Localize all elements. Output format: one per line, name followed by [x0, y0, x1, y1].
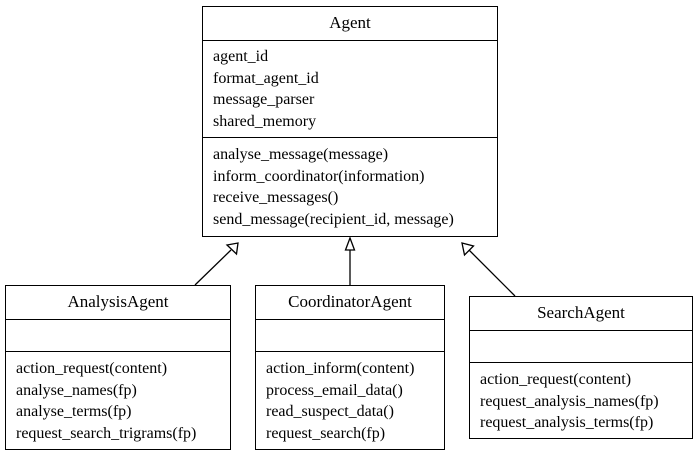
agent-methods: analyse_message(message) inform_coordina…	[203, 137, 497, 235]
method: action_inform(content)	[266, 360, 415, 377]
coordinator-agent-class-box: CoordinatorAgent action_inform(content) …	[255, 285, 445, 450]
search-agent-class-title: SearchAgent	[537, 303, 625, 322]
agent-attributes: agent_id format_agent_id message_parser …	[203, 40, 497, 137]
coordinator-inheritance-arrowhead	[344, 236, 356, 251]
attribute: agent_id	[213, 48, 269, 65]
method: inform_coordinator(information)	[213, 167, 425, 185]
method: analyse_names(fp)	[16, 381, 137, 399]
search-inheritance-arrowhead	[461, 242, 475, 257]
attribute: format_agent_id	[213, 69, 319, 87]
method: send_message(recipient_id, message)	[213, 210, 454, 228]
analysis-agent-class-box: AnalysisAgent action_request(content) an…	[5, 285, 231, 450]
method: analyse_message(message)	[213, 146, 389, 163]
search-agent-class-box: SearchAgent action_request(content) requ…	[469, 296, 693, 439]
coordinator-agent-methods: action_inform(content) process_email_dat…	[256, 351, 444, 448]
method: request_analysis_terms(fp)	[480, 414, 654, 431]
search-agent-methods: action_request(content) request_analysis…	[470, 362, 692, 438]
analysis-inheritance-arrowhead	[225, 242, 239, 256]
agent-class-box: Agent agent_id format_agent_id message_p…	[202, 6, 498, 237]
method: process_email_data()	[266, 381, 403, 399]
method: request_search_trigrams(fp)	[16, 424, 197, 442]
analysis-agent-attributes	[6, 319, 230, 351]
analysis-inheritance-line	[194, 249, 232, 286]
agent-class-title: Agent	[329, 13, 371, 32]
analysis-agent-methods: action_request(content) analyse_names(fp…	[6, 351, 230, 448]
attribute: shared_memory	[213, 112, 317, 130]
method: analyse_terms(fp)	[16, 403, 132, 420]
method: request_search(fp)	[266, 424, 386, 442]
method: read_suspect_data()	[266, 403, 394, 420]
search-inheritance-line	[468, 249, 516, 297]
method: receive_messages()	[213, 189, 339, 206]
method: action_request(content)	[16, 360, 168, 377]
method: request_analysis_names(fp)	[480, 392, 659, 410]
search-agent-attributes	[470, 330, 692, 362]
coordinator-agent-attributes	[256, 319, 444, 351]
method: action_request(content)	[480, 371, 632, 388]
coordinator-agent-class-title: CoordinatorAgent	[288, 292, 412, 311]
analysis-agent-class-title: AnalysisAgent	[67, 292, 169, 311]
attribute: message_parser	[213, 91, 315, 108]
